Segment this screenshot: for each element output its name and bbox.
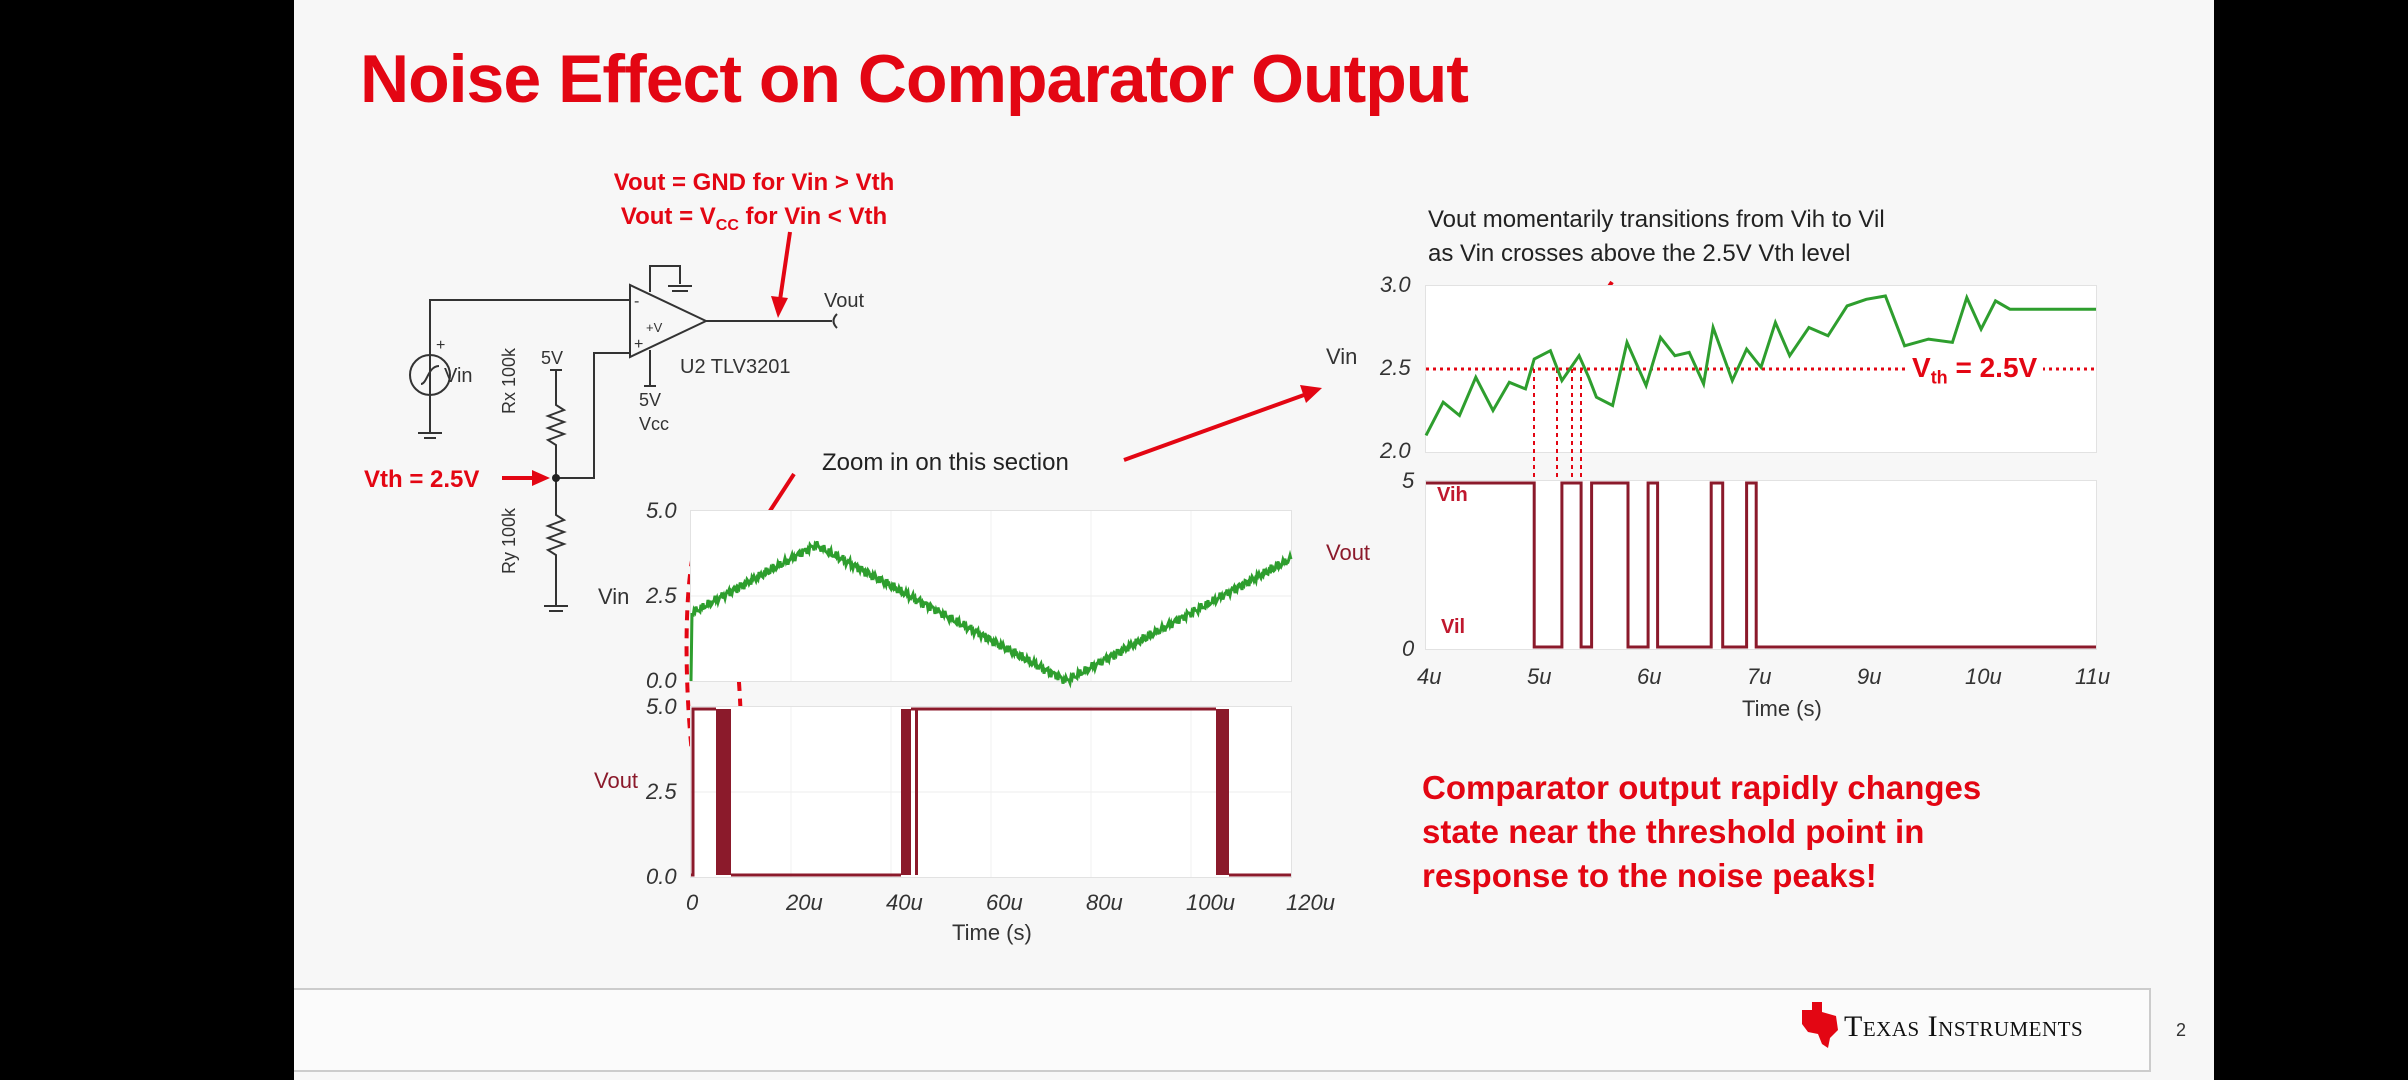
chart-vout-zoom <box>1425 480 2097 650</box>
x-tick: 4u <box>1417 664 1442 689</box>
plus-pin: + <box>634 336 644 353</box>
vih-label: Vih <box>1437 484 1468 506</box>
x-tick: 120u <box>1286 890 1335 915</box>
vin-full-plot <box>689 511 1293 689</box>
x-tick: 0 <box>686 890 699 915</box>
x-tick: 6u <box>1637 664 1662 689</box>
y-tick: 0 <box>1402 636 1415 661</box>
equation-gnd: Vout = GND for Vin > Vth <box>613 169 895 196</box>
y-axis-label-vin: Vin <box>598 584 630 609</box>
vin-zoom-plot <box>1424 293 2096 486</box>
y-axis-label-vin-zoom: Vin <box>1326 344 1358 369</box>
zoom-note: Zoom in on this section <box>822 449 1069 476</box>
plus-v-pin: +V <box>646 320 663 335</box>
y-tick: 5 <box>1402 468 1415 493</box>
x-axis-label: Time (s) <box>952 920 1032 945</box>
y-axis-label-vout-zoom: Vout <box>1326 540 1371 565</box>
brand-name: Texas Instruments <box>1844 1010 2084 1043</box>
x-tick: 9u <box>1857 664 1882 689</box>
vth-line-label: Vth = 2.5V <box>1906 352 2044 389</box>
x-tick: 40u <box>886 890 923 915</box>
callout-text: Comparator output rapidly changes state … <box>1422 769 1982 894</box>
x-tick: 5u <box>1527 664 1552 689</box>
footer-bar <box>294 988 2151 1072</box>
y-axis-label-vout: Vout <box>594 768 639 793</box>
y-tick: 0.0 <box>646 864 677 889</box>
slide-title: Noise Effect on Comparator Output <box>360 41 1469 117</box>
x-tick: 11u <box>2075 664 2111 689</box>
y-tick: 0.0 <box>646 668 677 693</box>
y-tick: 3.0 <box>1380 272 1411 297</box>
vcc-supply-label: 5V <box>639 390 662 410</box>
slide: Noise Effect on Comparator Output Vout =… <box>294 0 2214 1080</box>
vil-label: Vil <box>1441 616 1466 638</box>
page-number: 2 <box>2176 1020 2187 1040</box>
y-tick: 5.0 <box>646 694 677 719</box>
y-tick: 2.5 <box>646 583 677 608</box>
chart-vin-full <box>689 510 1293 689</box>
y-tick: 5.0 <box>646 498 677 523</box>
x-tick: 60u <box>986 890 1023 915</box>
vin-source-label: Vin <box>444 365 473 387</box>
source-plus: + <box>436 337 446 354</box>
x-tick: 7u <box>1747 664 1772 689</box>
x-tick: 100u <box>1186 890 1235 915</box>
x-tick: 10u <box>1965 664 2002 689</box>
vth-label: Vth = 2.5V <box>364 466 480 493</box>
vout-node-label: Vout <box>824 290 865 312</box>
rx-supply-label: 5V <box>541 348 564 368</box>
ti-logo-icon <box>1802 1002 1838 1048</box>
vout-full-plot <box>691 707 1291 877</box>
minus-pin: - <box>634 293 640 310</box>
transition-note: Vout momentarily transitions from Vih to… <box>1428 206 1885 267</box>
part-label: U2 TLV3201 <box>680 356 791 378</box>
x-tick: 20u <box>786 890 823 915</box>
x-tick: 80u <box>1086 890 1123 915</box>
y-tick: 2.5 <box>646 779 677 804</box>
equation-vcc: Vout = VCC for Vin < Vth <box>620 203 888 234</box>
x-axis-label-zoom: Time (s) <box>1742 696 1822 721</box>
vout-zoom-plot <box>1426 481 2096 649</box>
vcc-label: Vcc <box>639 414 670 434</box>
y-tick: 2.5 <box>1380 355 1411 380</box>
chart-vout-full <box>690 706 1292 878</box>
y-tick: 2.0 <box>1380 438 1411 463</box>
